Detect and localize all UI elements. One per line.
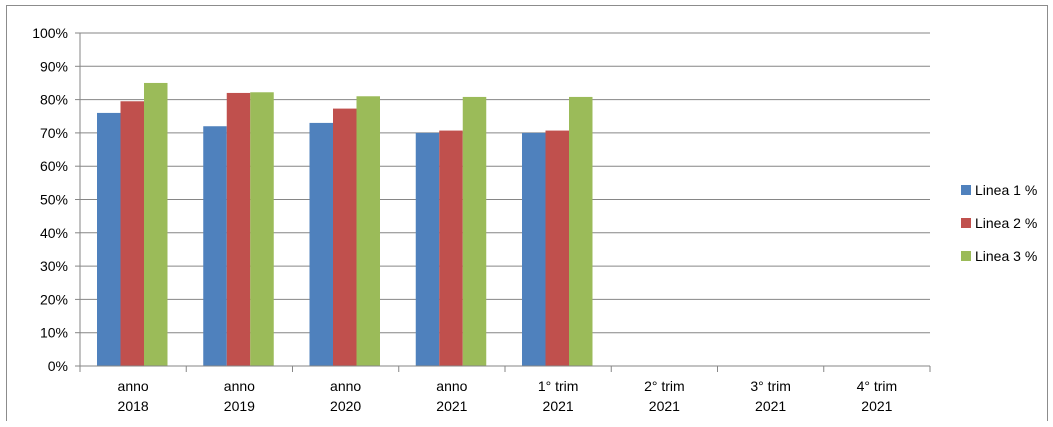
x-category-label: 2021 (543, 398, 574, 414)
bar-linea-1 (309, 122, 333, 366)
x-category-label: 2021 (755, 398, 786, 414)
bars (97, 82, 593, 367)
y-tick-label: 80% (40, 92, 68, 108)
x-category-label: 4° trim (857, 378, 898, 394)
legend-swatch (961, 218, 971, 228)
bar-linea-3 (356, 96, 380, 367)
x-category-label: anno (224, 378, 255, 394)
y-tick-label: 40% (40, 225, 68, 241)
legend-label: Linea 1 % (975, 182, 1037, 198)
bar-linea-3 (144, 82, 168, 366)
x-category-label: anno (118, 378, 149, 394)
bar-linea-1 (203, 126, 227, 367)
bar-linea-1 (97, 112, 121, 366)
x-category-label: anno (330, 378, 361, 394)
x-category-label: 2021 (436, 398, 467, 414)
y-tick-labels: 0% 10% 20% 30% 40% 50% 60% 70% 80% 90% 100% (32, 25, 68, 374)
x-category-label: 2019 (224, 398, 255, 414)
y-tick-label: 100% (32, 25, 68, 41)
legend: Linea 1 % Linea 2 % Linea 3 % (961, 182, 1037, 264)
bar-linea-1 (522, 132, 546, 366)
x-category-labels: anno 2018 anno 2019 anno 2020 anno 2021 1° trim 2… (118, 378, 898, 414)
x-category-label: 2021 (649, 398, 680, 414)
bar-linea-2 (439, 130, 463, 366)
bar-linea-1 (415, 132, 440, 366)
legend-label: Linea 2 % (975, 215, 1037, 231)
bar-linea-3 (462, 96, 487, 366)
y-tick-label: 70% (40, 125, 68, 141)
y-tick-label: 0% (48, 358, 68, 374)
bar-linea-2 (333, 108, 357, 366)
bar-linea-2 (120, 101, 144, 366)
legend-swatch (961, 185, 971, 195)
y-tick-label: 50% (40, 192, 68, 208)
legend-label: Linea 3 % (975, 248, 1037, 264)
legend-swatch (961, 251, 971, 261)
y-tick-label: 90% (40, 58, 68, 74)
x-category-label: 1° trim (538, 378, 579, 394)
y-tick-label: 10% (40, 325, 68, 341)
x-category-label: 2021 (861, 398, 892, 414)
x-category-label: 2020 (330, 398, 361, 414)
y-tick-label: 20% (40, 291, 68, 307)
x-category-label: anno (436, 378, 467, 394)
y-tick-label: 60% (40, 158, 68, 174)
bar-linea-3 (569, 96, 593, 366)
x-category-label: 2° trim (644, 378, 685, 394)
x-category-label: 2018 (118, 398, 149, 414)
y-tick-label: 30% (40, 258, 68, 274)
x-category-label: 3° trim (750, 378, 791, 394)
bar-linea-2 (226, 92, 251, 366)
axes (75, 32, 931, 372)
bar-linea-2 (545, 130, 569, 366)
bar-linea-3 (250, 92, 274, 367)
